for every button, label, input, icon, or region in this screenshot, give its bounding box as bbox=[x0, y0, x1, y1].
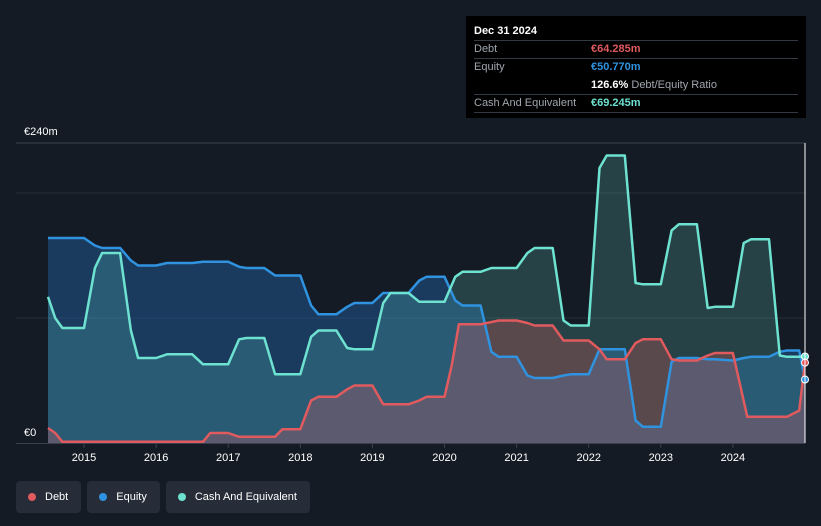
legend-dot-debt bbox=[28, 493, 36, 501]
debt-area bbox=[48, 320, 805, 443]
tooltip-cash-label: Cash And Equivalent bbox=[474, 97, 577, 109]
cash-and-equivalent-line bbox=[46, 154, 806, 376]
series-areas bbox=[48, 155, 805, 443]
legend-dot-equity bbox=[99, 493, 108, 501]
legend: Debt Equity Cash And Equivalent bbox=[16, 481, 310, 513]
series-lines bbox=[46, 154, 807, 444]
legend-item-cash[interactable]: Cash And Equivalent bbox=[165, 481, 310, 513]
tooltip-ratio-label: Debt/Equity Ratio bbox=[631, 79, 717, 91]
tooltip-cash-value: €69.245m bbox=[591, 97, 641, 109]
cash-and-equivalent-area bbox=[48, 155, 805, 443]
legend-label-equity: Equity bbox=[116, 491, 147, 503]
legend-item-debt[interactable]: Debt bbox=[16, 481, 82, 513]
x-tick-label: 2021 bbox=[504, 452, 528, 464]
debt-line bbox=[47, 319, 807, 444]
x-axis-ticks: 2015 2016 2017 2018 2019 2020 2021 2022 2023 2024 bbox=[72, 443, 745, 464]
x-tick-label: 2022 bbox=[576, 452, 600, 464]
tooltip-ratio-row: 126.6% Debt/Equity Ratio bbox=[474, 76, 798, 94]
tooltip: Dec 31 2024 Debt €64.285m Equity €50.770… bbox=[466, 16, 806, 118]
legend-label-cash: Cash And Equivalent bbox=[194, 491, 297, 503]
tooltip-debt-label: Debt bbox=[474, 43, 498, 55]
x-tick-label: 2024 bbox=[721, 452, 745, 464]
tooltip-equity-label: Equity bbox=[474, 61, 505, 73]
legend-dot-cash bbox=[177, 493, 186, 501]
legend-item-equity[interactable]: Equity bbox=[87, 481, 160, 513]
equity-area bbox=[48, 238, 805, 443]
x-tick-label: 2020 bbox=[432, 452, 456, 464]
gridlines bbox=[16, 142, 805, 444]
x-tick-label: 2017 bbox=[216, 452, 240, 464]
equity-line bbox=[48, 236, 807, 429]
x-tick-label: 2018 bbox=[288, 452, 312, 464]
x-tick-label: 2019 bbox=[360, 452, 384, 464]
tooltip-date: Dec 31 2024 bbox=[474, 25, 537, 37]
x-tick-label: 2015 bbox=[72, 452, 96, 464]
tooltip-equity-row: Equity €50.770m bbox=[474, 58, 798, 76]
tooltip-ratio-value: 126.6% bbox=[591, 79, 629, 91]
tooltip-equity-value: €50.770m bbox=[591, 61, 641, 73]
tooltip-debt-row: Debt €64.285m bbox=[474, 40, 798, 58]
x-tick-label: 2023 bbox=[649, 452, 673, 464]
legend-label-debt: Debt bbox=[45, 491, 69, 503]
y-axis-bottom-label: €0 bbox=[24, 427, 36, 439]
x-tick-label: 2016 bbox=[144, 452, 168, 464]
y-axis-top-label: €240m bbox=[24, 126, 58, 138]
tooltip-cash-row: Cash And Equivalent €69.245m bbox=[474, 94, 798, 113]
tooltip-debt-value: €64.285m bbox=[591, 43, 641, 55]
